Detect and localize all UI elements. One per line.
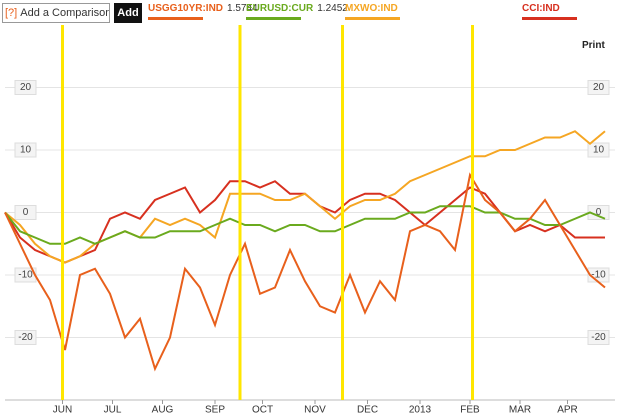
y-tick-label-left: -20 bbox=[18, 332, 33, 343]
x-tick-label: JUN bbox=[53, 405, 72, 416]
legend-swatch bbox=[522, 17, 577, 20]
y-tick-label-right: 10 bbox=[593, 145, 605, 156]
y-tick-label-left: -10 bbox=[18, 270, 33, 281]
comparison-input[interactable]: [?] Add a Comparison bbox=[2, 3, 110, 23]
tick-box bbox=[14, 80, 37, 95]
tick-box bbox=[14, 142, 37, 158]
legend-swatch bbox=[246, 17, 301, 20]
y-tick-label-right: 20 bbox=[593, 82, 605, 93]
y-tick-label-right: 0 bbox=[596, 207, 602, 218]
x-tick-label: AUG bbox=[152, 405, 174, 416]
series-line bbox=[4, 205, 606, 245]
legend-item: CCI:IND bbox=[522, 3, 577, 20]
y-tick-label-right: -10 bbox=[591, 270, 606, 281]
legend-item: MXWO:IND bbox=[345, 3, 400, 20]
tick-box bbox=[587, 205, 610, 220]
legend-name: EURUSD:CUR bbox=[246, 3, 314, 14]
x-tick-label: DEC bbox=[357, 405, 378, 416]
y-tick-label-left: 20 bbox=[20, 82, 32, 93]
series-line bbox=[4, 172, 606, 372]
legend-item: EURUSD:CUR 1.2452 bbox=[246, 3, 348, 20]
x-tick-label: NOV bbox=[304, 405, 326, 416]
series-line bbox=[4, 180, 605, 264]
x-tick-label: APR bbox=[557, 405, 578, 416]
tick-box bbox=[587, 330, 610, 345]
y-tick-label-right: -20 bbox=[591, 332, 606, 343]
legend-item: USGG10YR:IND 1.5744 bbox=[148, 3, 258, 20]
legend-value: 1.5744 bbox=[227, 3, 258, 14]
x-tick-label: MAR bbox=[509, 405, 531, 416]
series-line bbox=[4, 130, 606, 264]
x-tick-label: JUL bbox=[104, 405, 122, 416]
legend-value: 1.2452 bbox=[317, 3, 348, 14]
tick-box bbox=[14, 205, 37, 220]
legend-swatch bbox=[148, 17, 203, 20]
tick-box bbox=[587, 267, 610, 283]
x-tick-label: FEB bbox=[460, 405, 480, 416]
print-button[interactable]: Print bbox=[582, 40, 605, 51]
x-tick-label: OCT bbox=[252, 405, 273, 416]
y-tick-label-left: 0 bbox=[23, 207, 29, 218]
x-tick-label: SEP bbox=[205, 405, 225, 416]
legend-name: MXWO:IND bbox=[345, 3, 398, 14]
toolbar: [?] Add a Comparison Add USGG10YR:IND 1.57… bbox=[0, 0, 629, 26]
x-tick-label: 2013 bbox=[409, 405, 432, 416]
y-tick-label-left: 10 bbox=[20, 145, 32, 156]
tick-box bbox=[587, 80, 610, 95]
tick-box bbox=[14, 330, 37, 345]
tick-box bbox=[587, 142, 610, 158]
legend-swatch bbox=[345, 17, 400, 20]
help[interactable]: [?] bbox=[5, 7, 18, 19]
add-button[interactable]: Add bbox=[114, 3, 142, 23]
tick-box bbox=[14, 267, 37, 283]
placeholder: Add a Comparison bbox=[20, 7, 110, 19]
legend-name: CCI:IND bbox=[522, 3, 560, 14]
legend-name: USGG10YR:IND bbox=[148, 3, 224, 14]
